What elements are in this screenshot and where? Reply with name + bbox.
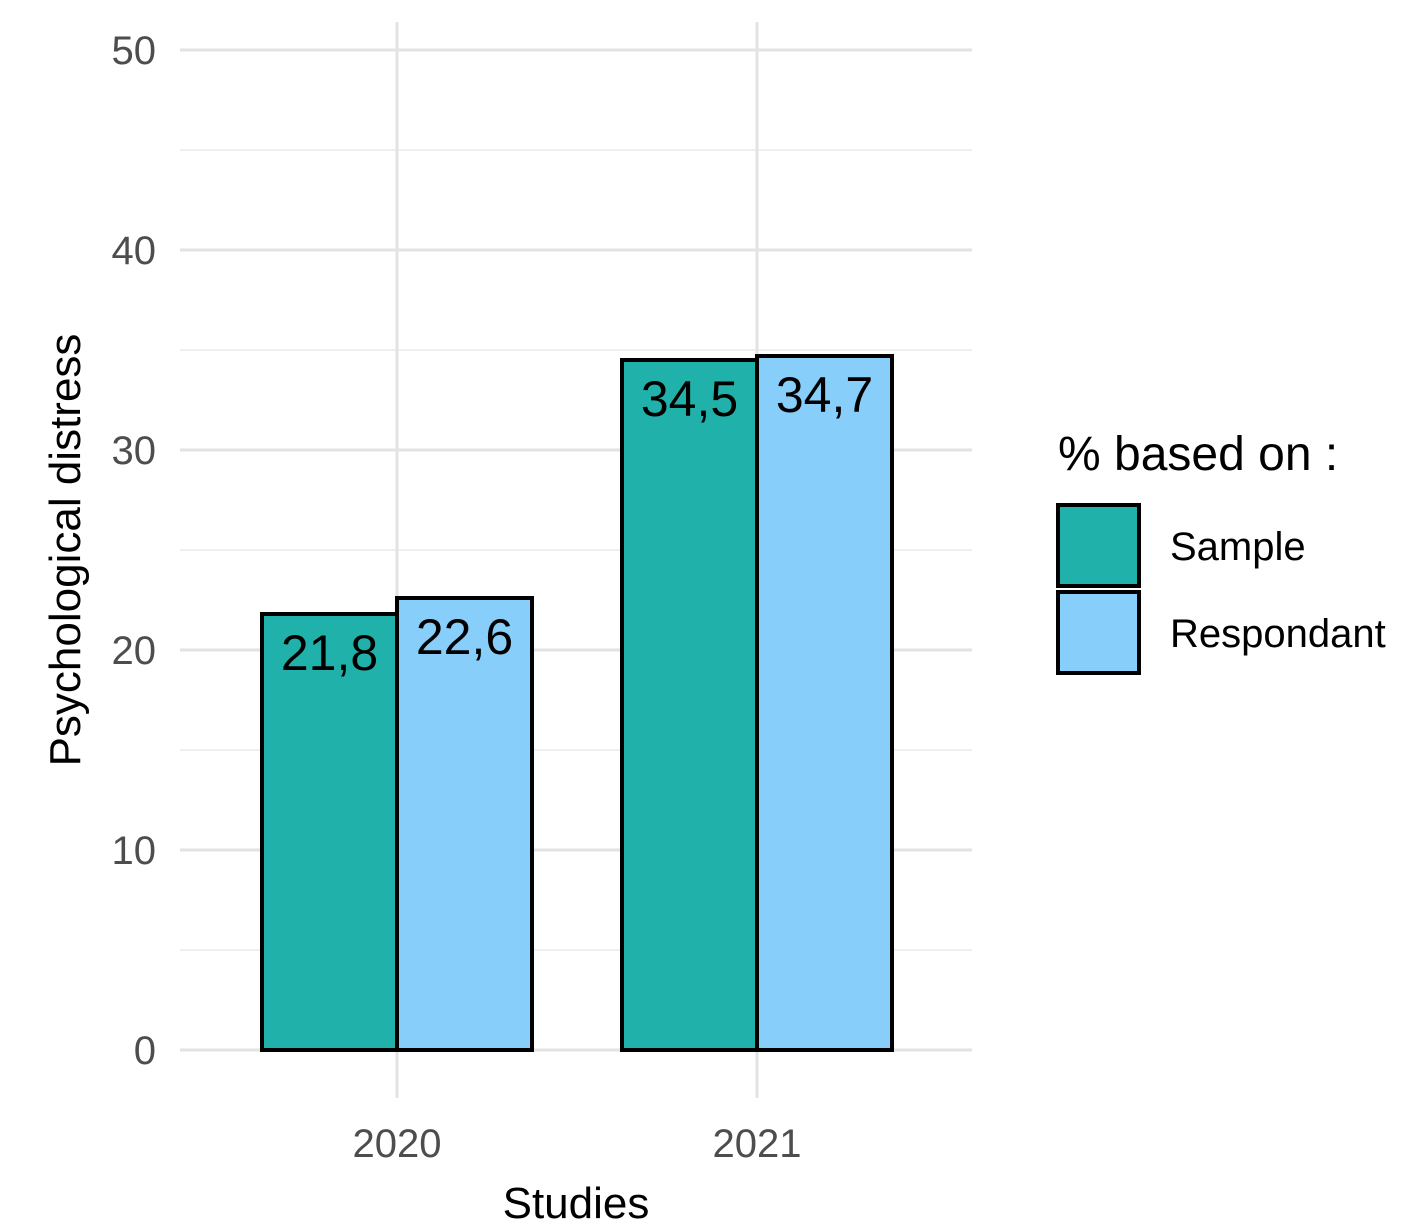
x-axis-ticks: 2020 2021 xyxy=(353,1122,802,1166)
bar-value-label: 34,7 xyxy=(776,367,873,423)
legend-title: % based on : xyxy=(1058,428,1338,481)
bar-labels: 21,8 22,6 34,5 34,7 xyxy=(281,367,873,681)
bar-value-label: 22,6 xyxy=(416,609,513,665)
y-tick-label: 30 xyxy=(112,429,157,473)
legend-items: Sample Respondant xyxy=(1056,503,1386,675)
bar-respondant-2020 xyxy=(395,596,534,1052)
bar-respondant-2021 xyxy=(755,354,894,1052)
y-tick-label: 0 xyxy=(134,1029,156,1073)
bars xyxy=(260,354,894,1052)
legend-label-respondant: Respondant xyxy=(1170,612,1386,656)
y-tick-label: 10 xyxy=(112,829,157,873)
y-tick-label: 40 xyxy=(112,229,157,273)
x-tick-label: 2021 xyxy=(713,1122,802,1166)
bar-value-label: 34,5 xyxy=(641,371,738,427)
legend-swatch-respondant xyxy=(1056,590,1141,675)
legend-label-sample: Sample xyxy=(1170,525,1306,569)
y-axis-ticks: 0 10 20 30 40 50 xyxy=(112,29,157,1073)
bar-value-label: 21,8 xyxy=(281,625,378,681)
legend: % based on : Sample Respondant xyxy=(1056,428,1386,675)
y-tick-label: 50 xyxy=(112,29,157,73)
x-tick-label: 2020 xyxy=(353,1122,442,1166)
bar-sample-2021 xyxy=(620,358,759,1052)
legend-swatch-sample xyxy=(1056,503,1141,588)
y-tick-label: 20 xyxy=(112,629,157,673)
y-axis-title: Psychological distress xyxy=(41,334,90,767)
x-axis-title: Studies xyxy=(503,1179,650,1228)
